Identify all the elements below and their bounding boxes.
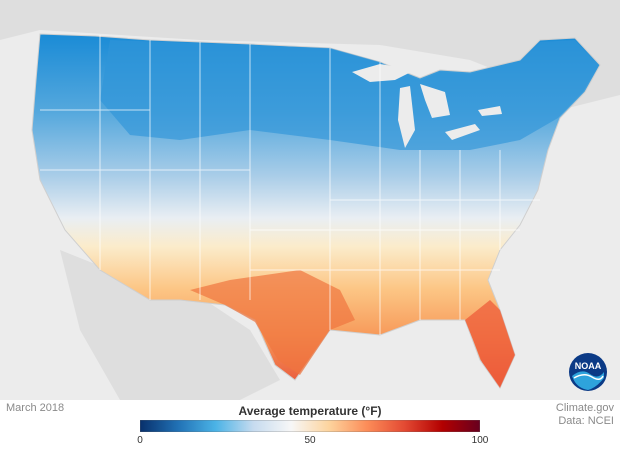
map-source: Climate.gov Data: NCEI [556, 402, 614, 428]
source-site: Climate.gov [555, 402, 614, 414]
lake-michigan [398, 86, 415, 148]
legend-tick-50: 50 [304, 435, 316, 446]
northern-cold-band [100, 40, 598, 150]
canada-land [0, 0, 620, 110]
source-data: Data: NCEI [558, 415, 614, 427]
texas-warm-area [190, 270, 355, 375]
map-date: March 2018 [6, 402, 65, 414]
florida-warm-area [465, 300, 515, 388]
noaa-logo-icon: NOAA [569, 353, 607, 391]
lake-ontario [478, 106, 502, 116]
legend-title: Average temperature (°F) [238, 404, 382, 418]
legend-tick-0: 0 [137, 435, 143, 446]
lake-erie [445, 124, 480, 140]
legend-tick-100: 100 [471, 435, 489, 446]
state-borders [40, 35, 540, 335]
temperature-map [0, 0, 620, 400]
legend-scale-bar [140, 420, 480, 432]
mexico-land [60, 250, 280, 400]
lake-superior [352, 64, 415, 82]
svg-text:NOAA: NOAA [575, 361, 602, 371]
lake-huron [420, 84, 450, 118]
